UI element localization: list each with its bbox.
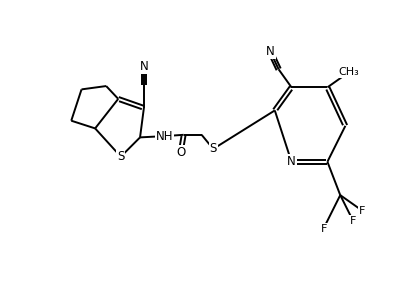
Text: N: N <box>287 155 295 168</box>
Text: CH₃: CH₃ <box>338 67 359 77</box>
Text: S: S <box>117 150 124 163</box>
Text: O: O <box>176 146 185 159</box>
Text: NH: NH <box>155 130 173 142</box>
Text: S: S <box>209 142 216 155</box>
Text: N: N <box>139 60 148 73</box>
Text: F: F <box>358 206 364 215</box>
Text: F: F <box>349 216 356 226</box>
Text: F: F <box>320 224 326 233</box>
Text: N: N <box>266 45 274 58</box>
